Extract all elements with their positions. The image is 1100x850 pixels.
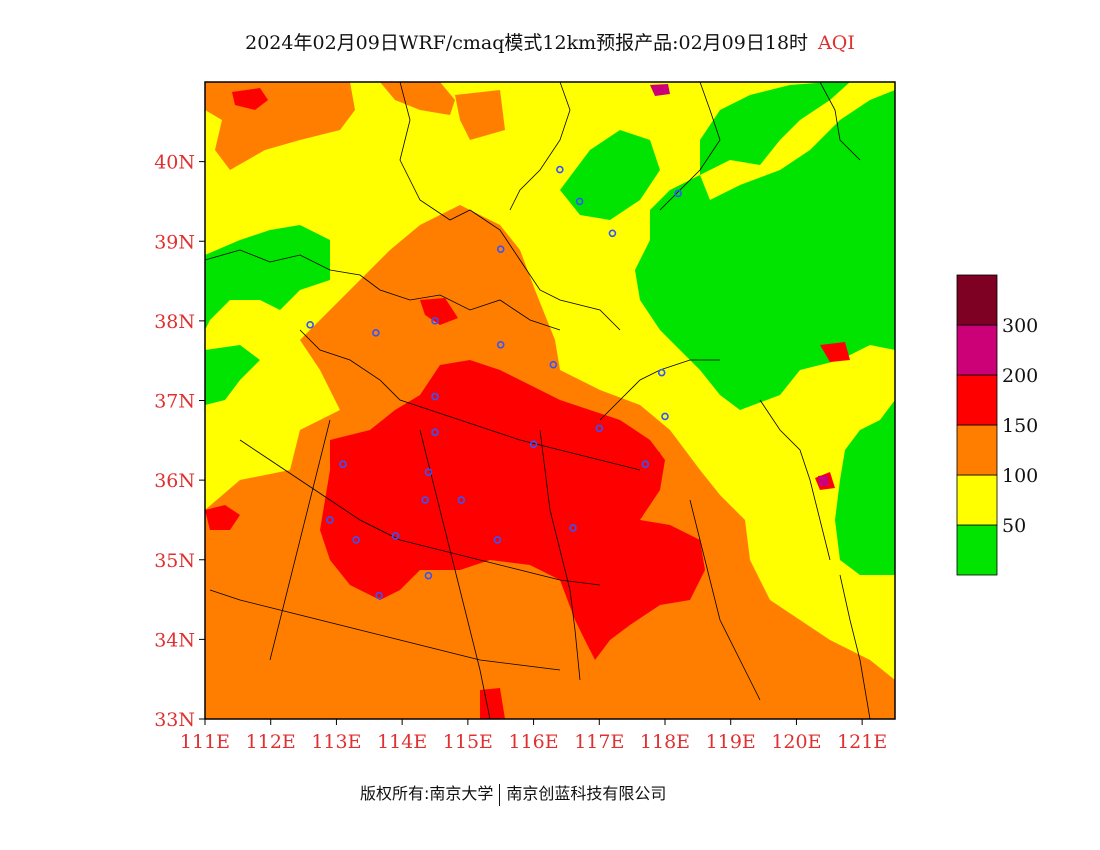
legend-swatch — [956, 474, 998, 526]
city-marker — [431, 392, 439, 401]
lon-tick-label: 114E — [377, 731, 427, 753]
axis-ticks: 33N 34N 35N 36N 37N 38N 39N 40N 111E 112E 113E 114E… — [154, 152, 887, 753]
legend-swatch — [956, 274, 998, 326]
city-marker — [421, 496, 429, 504]
legend-swatch — [956, 424, 998, 476]
lat-tick-label: 33N — [154, 709, 195, 731]
legend-label: 100 — [1002, 465, 1038, 487]
aqi-green-west2 — [205, 345, 260, 405]
city-marker — [424, 571, 433, 580]
color-legend: 50 100 150 200 300 — [956, 274, 1038, 576]
city-marker — [549, 360, 558, 369]
aqi-red-spot5 — [820, 342, 850, 362]
aqi-magenta-spot — [650, 84, 670, 96]
footer-left: 版权所有:南京大学 — [360, 784, 494, 803]
legend-label: 300 — [1002, 315, 1038, 337]
lon-tick-label: 121E — [837, 731, 887, 753]
title-variable: AQI — [818, 32, 855, 54]
city-marker — [391, 532, 400, 540]
aqi-orange-north2 — [380, 82, 455, 115]
footer-right: 南京创蓝科技有限公司 — [506, 784, 667, 803]
aqi-orange-north3 — [455, 90, 505, 140]
lon-tick-label: 117E — [574, 731, 624, 753]
city-marker — [352, 536, 360, 544]
title-main: 2024年02月09日WRF/cmaq模式12km预报产品:02月09日18时 — [245, 32, 809, 54]
city-marker — [657, 368, 666, 377]
aqi-red-spot7 — [640, 452, 662, 470]
aqi-green-coast — [835, 400, 895, 575]
lat-tick-label: 39N — [154, 231, 195, 253]
lat-tick-label: 38N — [154, 311, 195, 333]
aqi-red-core — [320, 360, 705, 650]
lat-tick-label: 40N — [154, 152, 195, 174]
lon-tick-label: 119E — [706, 731, 756, 753]
lon-tick-label: 111E — [180, 731, 230, 753]
city-marker — [595, 424, 604, 433]
aqi-field — [205, 82, 895, 719]
city-marker — [674, 189, 682, 198]
aqi-red-spot1 — [232, 88, 268, 110]
city-marker — [608, 229, 617, 238]
lon-tick-label: 118E — [640, 731, 690, 753]
legend-swatch — [956, 524, 998, 576]
lon-tick-label: 113E — [311, 731, 361, 753]
aqi-red-spot2 — [420, 298, 458, 325]
legend-label: 200 — [1002, 365, 1038, 387]
aqi-red-west — [205, 505, 240, 530]
city-marker — [431, 317, 439, 325]
lat-tick-label: 35N — [154, 550, 195, 572]
lon-tick-label: 112E — [246, 731, 296, 753]
city-marker — [575, 197, 584, 206]
lon-tick-label: 115E — [443, 731, 493, 753]
city-marker — [556, 165, 564, 174]
aqi-magenta-spot2 — [818, 475, 829, 486]
lat-tick-label: 36N — [154, 470, 195, 492]
map-title: 2024年02月09日WRF/cmaq模式12km预报产品:02月09日18时 A… — [0, 28, 1100, 55]
lon-tick-label: 116E — [509, 731, 559, 753]
city-marker — [493, 536, 502, 544]
copyright-footer: 版权所有:南京大学 南京创蓝科技有限公司 — [360, 780, 666, 806]
footer-separator — [499, 783, 501, 806]
city-marker — [431, 428, 439, 437]
city-marker — [326, 516, 334, 524]
city-marker — [339, 460, 347, 469]
aqi-green-north — [560, 130, 660, 220]
legend-swatch — [956, 324, 998, 376]
aqi-red-spot4 — [580, 590, 610, 660]
lat-tick-label: 34N — [154, 629, 195, 651]
city-marker — [529, 440, 538, 449]
city-marker — [496, 245, 505, 254]
aqi-yellow-gap — [700, 82, 895, 200]
city-marker — [457, 496, 466, 504]
city-marker — [372, 329, 380, 337]
city-markers — [306, 165, 682, 600]
lon-tick-label: 120E — [771, 731, 821, 753]
city-marker — [424, 468, 433, 476]
legend-label: 50 — [1002, 515, 1026, 537]
city-marker — [375, 591, 383, 600]
legend-label: 150 — [1002, 415, 1038, 437]
city-marker — [569, 524, 577, 532]
lat-tick-label: 37N — [154, 391, 195, 413]
aqi-green-east — [635, 82, 895, 410]
city-marker — [641, 460, 650, 469]
aqi-red-spot3 — [480, 688, 505, 719]
legend-swatch — [956, 374, 998, 426]
city-marker — [496, 340, 505, 349]
city-marker — [306, 321, 314, 329]
city-marker — [661, 412, 669, 421]
boundary-lines — [205, 82, 871, 719]
